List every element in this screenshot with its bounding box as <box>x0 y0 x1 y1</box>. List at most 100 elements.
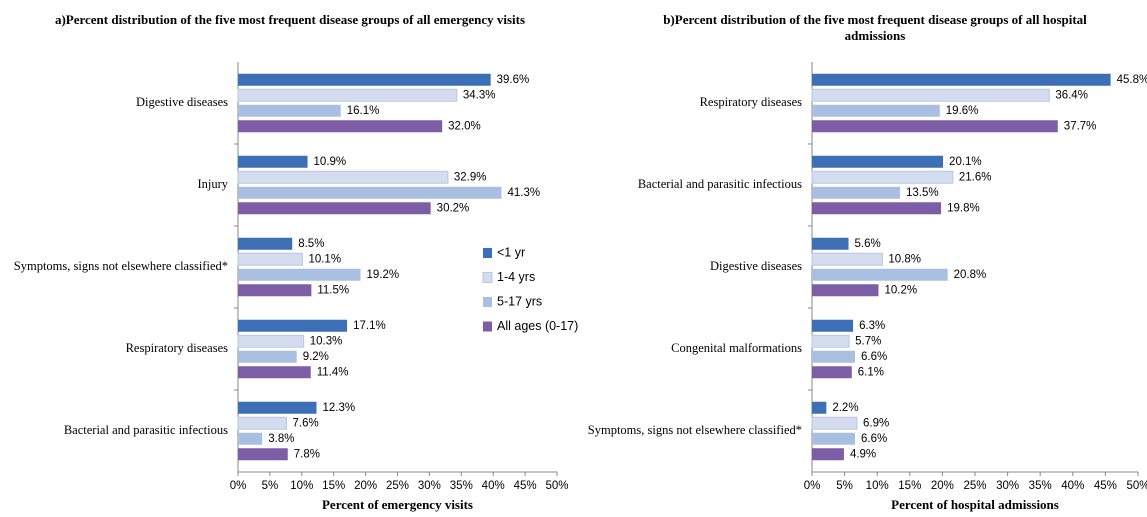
legend-swatch <box>483 297 492 307</box>
value-label: 13.5% <box>906 187 939 199</box>
y-tick-label: Digestive diseases <box>710 259 802 273</box>
bar <box>237 334 305 348</box>
value-label: 11.5% <box>317 284 349 296</box>
legend-label: All ages (0-17) <box>497 319 578 333</box>
bar <box>238 237 293 250</box>
bar <box>238 448 288 461</box>
bar <box>238 155 308 168</box>
bar <box>238 104 341 117</box>
x-tick-label: 5% <box>262 480 279 492</box>
x-tick-label: 35% <box>450 480 473 492</box>
bar <box>812 237 849 250</box>
x-tick-label: 45% <box>1094 480 1117 492</box>
value-label: 6.6% <box>861 351 887 363</box>
value-label: 4.9% <box>850 448 876 460</box>
x-tick-label: 25% <box>386 480 409 492</box>
bar <box>237 416 287 430</box>
value-label: 5.7% <box>855 335 881 347</box>
legend-swatch <box>483 248 492 258</box>
value-label: 20.8% <box>954 269 987 281</box>
value-label: 11.4% <box>317 366 349 378</box>
x-tick-label: 15% <box>898 480 921 492</box>
value-label: 2.2% <box>832 402 858 414</box>
bar <box>238 186 502 199</box>
bar <box>237 252 303 266</box>
bar <box>812 73 1111 86</box>
y-tick-label: Digestive diseases <box>136 95 228 109</box>
y-tick-label: Injury <box>197 177 228 191</box>
bar <box>812 268 948 281</box>
value-label: 6.1% <box>858 366 884 378</box>
y-tick-label: Respiratory diseases <box>126 341 229 355</box>
bar <box>238 401 317 414</box>
bar <box>238 284 312 297</box>
bar <box>812 202 942 215</box>
value-label: 7.8% <box>294 448 320 460</box>
bar <box>238 319 348 332</box>
chart-title: b)Percent distribution of the five most … <box>663 12 1087 43</box>
bar <box>811 88 1050 102</box>
legend-label: 1-4 yrs <box>497 270 535 284</box>
value-label: 6.9% <box>863 417 889 429</box>
bar <box>812 104 940 117</box>
bar <box>812 319 854 332</box>
value-label: 19.2% <box>366 269 399 281</box>
value-label: 16.1% <box>347 105 380 117</box>
legend-label: 5-17 yrs <box>497 294 542 308</box>
bar <box>238 350 297 363</box>
value-label: 19.6% <box>946 105 979 117</box>
value-label: 39.6% <box>497 74 530 86</box>
x-axis-label: Percent of emergency visits <box>322 497 473 512</box>
value-label: 17.1% <box>353 320 386 332</box>
bar <box>238 268 361 281</box>
legend-label: <1 yr <box>497 245 525 259</box>
bar <box>238 202 431 215</box>
value-label: 41.3% <box>507 187 540 199</box>
x-tick-label: 20% <box>354 480 377 492</box>
value-label: 10.1% <box>308 253 341 265</box>
value-label: 7.6% <box>292 417 318 429</box>
bar <box>812 366 852 379</box>
value-label: 10.9% <box>314 156 347 168</box>
bar <box>811 252 883 266</box>
value-label: 37.7% <box>1064 120 1097 132</box>
x-tick-label: 10% <box>866 480 889 492</box>
value-label: 32.9% <box>454 171 487 183</box>
value-label: 12.3% <box>322 402 355 414</box>
value-label: 34.3% <box>463 89 496 101</box>
x-tick-label: 50% <box>545 480 568 492</box>
y-tick-label: Symptoms, signs not elsewhere classified… <box>588 423 802 437</box>
value-label: 6.6% <box>861 433 887 445</box>
bar <box>811 334 850 348</box>
bar <box>812 350 856 363</box>
x-tick-label: 5% <box>836 480 853 492</box>
value-label: 5.6% <box>855 238 881 250</box>
value-label: 10.3% <box>310 335 343 347</box>
y-tick-label: Respiratory diseases <box>700 95 803 109</box>
x-tick-label: 35% <box>1029 480 1052 492</box>
bar <box>812 120 1058 133</box>
bar <box>812 432 856 445</box>
bar <box>237 88 458 102</box>
x-tick-label: 30% <box>418 480 441 492</box>
bar <box>238 366 311 379</box>
x-tick-label: 15% <box>322 480 345 492</box>
x-tick-label: 45% <box>514 480 537 492</box>
bar <box>812 448 844 461</box>
legend-swatch <box>482 272 493 283</box>
value-label: 3.8% <box>268 433 294 445</box>
x-tick-label: 10% <box>290 480 313 492</box>
x-tick-label: 20% <box>931 480 954 492</box>
x-tick-label: 30% <box>996 480 1019 492</box>
bar <box>238 73 491 86</box>
value-label: 19.8% <box>947 202 980 214</box>
value-label: 9.2% <box>303 351 329 363</box>
bar <box>238 432 263 445</box>
value-label: 30.2% <box>437 202 470 214</box>
x-tick-label: 0% <box>230 480 247 492</box>
bar <box>238 120 443 133</box>
value-label: 20.1% <box>949 156 982 168</box>
value-label: 32.0% <box>448 120 481 132</box>
y-tick-label: Bacterial and parasitic infectious <box>64 423 228 437</box>
y-tick-label: Congenital malformations <box>671 341 802 355</box>
